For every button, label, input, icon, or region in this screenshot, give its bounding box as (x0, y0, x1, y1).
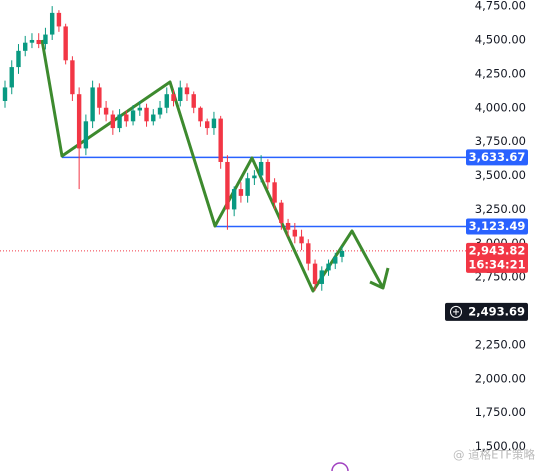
y-tick-label: 1,500.00 (475, 439, 526, 453)
y-tick-label: 1,750.00 (475, 405, 526, 419)
candle-body (56, 12, 62, 27)
level-box (466, 218, 528, 235)
candle-body (23, 42, 28, 51)
candle-body (70, 60, 75, 95)
candle-body (245, 178, 250, 196)
candle-body (110, 114, 116, 129)
y-tick-label: 4,500.00 (475, 32, 526, 46)
candle-body (279, 202, 284, 223)
candle-body (43, 34, 48, 45)
arrow-head (369, 267, 390, 290)
candle-body (218, 118, 223, 162)
candle-body (97, 87, 102, 108)
candle-body (130, 110, 136, 122)
candle-body (198, 107, 203, 122)
candle-body (258, 161, 264, 176)
candle-body (76, 94, 82, 149)
candle-body (285, 222, 291, 230)
candle-body (63, 26, 68, 61)
candle-body (306, 243, 311, 264)
candle-body (326, 263, 331, 271)
marker-label: 2,493.69 (468, 304, 525, 318)
candle-body (211, 118, 217, 129)
watermark-icon (331, 462, 349, 475)
y-tick-label: 3,500.00 (475, 168, 526, 182)
candle-body (144, 107, 149, 122)
candle-body (137, 107, 142, 111)
candle-body (171, 94, 176, 101)
candle-body (191, 94, 196, 108)
candle-body (9, 67, 14, 88)
candle-body (265, 161, 271, 183)
candle-body (36, 39, 41, 45)
candle-body (238, 189, 244, 196)
y-tick-label: 2,750.00 (475, 270, 526, 284)
marker-plus (453, 308, 459, 315)
candle-body (83, 121, 89, 149)
candle-body (29, 39, 35, 43)
watermark: @ 道格ETF策略 (453, 448, 536, 462)
candle-body (252, 175, 257, 179)
candle-body (339, 250, 345, 257)
candle-body (205, 121, 210, 129)
candle-body (2, 87, 8, 101)
candle-body (272, 182, 277, 203)
candle-body (231, 189, 237, 210)
y-tick-label: 4,250.00 (475, 66, 526, 80)
candle-body (117, 114, 122, 129)
candle-body (178, 87, 183, 101)
level-box (466, 149, 528, 166)
candle-body (225, 161, 230, 210)
y-tick-label: 3,250.00 (475, 202, 526, 216)
candle-body (16, 50, 21, 68)
candle-body (49, 12, 55, 35)
candle-body (319, 270, 324, 284)
level-label: 3,123.49 (469, 219, 526, 233)
candle-body (103, 107, 109, 115)
y-tick-label: 2,000.00 (475, 371, 526, 385)
y-tick-label: 2,250.00 (475, 337, 526, 351)
candle-body (157, 107, 163, 115)
candle-body (184, 87, 190, 95)
candle-body (333, 256, 338, 264)
candle-body (90, 87, 95, 122)
candle-body (312, 263, 318, 284)
countdown: 16:34:21 (468, 257, 525, 271)
candle-body (124, 114, 129, 122)
candle-body (164, 94, 169, 108)
last-price-box (466, 242, 528, 273)
y-tick-label: 4,000.00 (475, 100, 526, 114)
candle-body (151, 114, 156, 122)
candle-body (292, 229, 298, 237)
last-price-label: 2,943.82 (469, 243, 526, 257)
candle-body (299, 236, 304, 244)
y-tick-label: 4,750.00 (475, 0, 526, 13)
zigzag-1 (40, 39, 385, 293)
level-label: 3,633.67 (469, 150, 526, 164)
marker-box (445, 302, 528, 321)
y-tick-label: 3,750.00 (475, 134, 526, 148)
marker-icon (450, 305, 462, 318)
